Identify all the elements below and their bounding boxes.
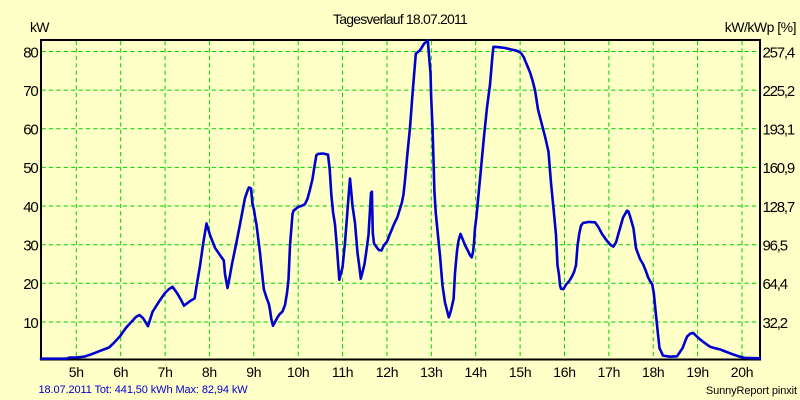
svg-text:kW/kWp [%]: kW/kWp [%] [725,19,796,35]
svg-text:8h: 8h [202,364,217,380]
svg-text:50: 50 [23,160,38,177]
svg-text:7h: 7h [158,364,173,380]
svg-text:17h: 17h [598,364,620,380]
svg-text:18h: 18h [642,364,664,380]
svg-text:193,1: 193,1 [763,122,795,139]
svg-text:19h: 19h [686,364,708,380]
svg-text:40: 40 [23,199,38,216]
svg-text:14h: 14h [464,364,486,380]
svg-text:SunnyReport pinxit: SunnyReport pinxit [706,385,797,397]
svg-text:60: 60 [23,122,38,139]
svg-text:32,2: 32,2 [763,315,788,332]
svg-text:20: 20 [23,276,38,293]
svg-text:257,4: 257,4 [763,44,795,61]
svg-text:Tagesverlauf 18.07.2011: Tagesverlauf 18.07.2011 [333,11,468,27]
svg-text:6h: 6h [113,364,128,380]
svg-text:70: 70 [23,83,38,100]
svg-text:9h: 9h [246,364,261,380]
svg-text:30: 30 [23,238,38,255]
svg-text:80: 80 [23,44,38,61]
svg-text:10: 10 [23,315,38,332]
svg-text:13h: 13h [420,364,442,380]
svg-text:16h: 16h [553,364,575,380]
svg-text:160,9: 160,9 [763,160,795,177]
svg-text:11h: 11h [332,364,353,380]
svg-text:15h: 15h [509,364,531,380]
svg-text:96,5: 96,5 [763,238,788,255]
svg-text:5h: 5h [69,364,84,380]
svg-text:64,4: 64,4 [763,276,788,293]
svg-text:kW: kW [30,19,50,35]
svg-text:18.07.2011 Tot: 441,50 kWh Max: 18.07.2011 Tot: 441,50 kWh Max: 82,94 kW [39,384,249,396]
svg-text:20h: 20h [731,364,753,380]
svg-text:225,2: 225,2 [763,83,795,100]
svg-text:12h: 12h [376,364,398,380]
svg-text:10h: 10h [287,364,309,380]
svg-text:128,7: 128,7 [763,199,795,216]
